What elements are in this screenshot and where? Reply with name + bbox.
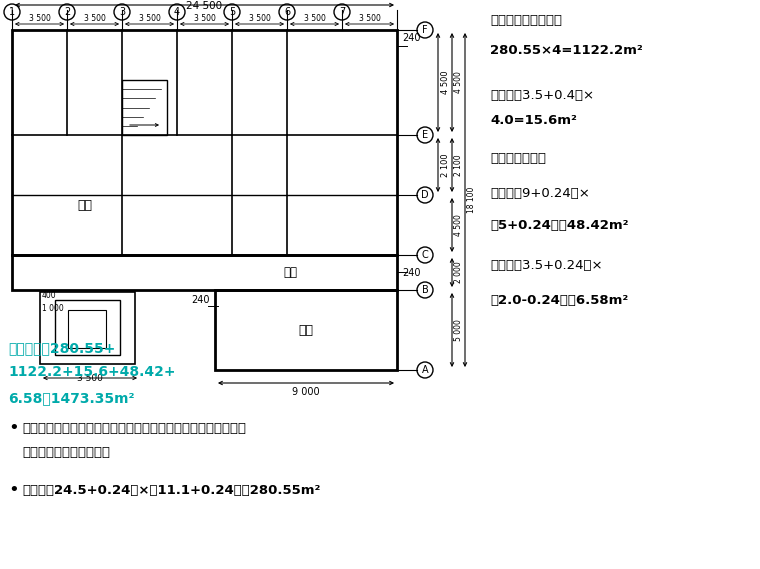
Text: 1 000: 1 000 (42, 303, 64, 312)
Text: 24 500: 24 500 (186, 1, 223, 11)
Text: 240: 240 (402, 268, 420, 278)
Text: 3 500: 3 500 (194, 14, 215, 23)
Text: 附楼: 附楼 (299, 324, 313, 336)
Text: 建面合计＝280.55+: 建面合计＝280.55+ (8, 341, 116, 355)
Text: 二～五层建筑面积＝: 二～五层建筑面积＝ (490, 14, 562, 27)
Text: B: B (422, 285, 429, 295)
Text: C: C (422, 250, 429, 260)
Text: 1122.2+15.6+48.42+: 1122.2+15.6+48.42+ (8, 365, 176, 379)
Text: （5+0.24）＝48.42m²: （5+0.24）＝48.42m² (490, 218, 629, 232)
Text: 240: 240 (402, 33, 420, 43)
Text: 砖混结构部分：: 砖混结构部分： (490, 151, 546, 164)
Text: 400: 400 (42, 291, 57, 299)
Text: 6: 6 (284, 7, 290, 17)
Text: 5: 5 (229, 7, 235, 17)
Text: 通廊＝（3.5+0.24）×: 通廊＝（3.5+0.24）× (490, 258, 603, 271)
Text: （2.0-0.24）＝6.58m²: （2.0-0.24）＝6.58m² (490, 294, 629, 307)
Text: 3 500: 3 500 (77, 374, 103, 383)
Text: •: • (8, 481, 19, 499)
Text: 9 000: 9 000 (292, 387, 320, 397)
Text: 3 500: 3 500 (138, 14, 160, 23)
Bar (12, 255, 397, 290)
Text: 18 100: 18 100 (467, 187, 476, 213)
Text: 4: 4 (174, 7, 180, 17)
Bar (40, 292, 135, 364)
Text: 240: 240 (192, 295, 210, 305)
Text: 解：因为主楼为框架结构、附楼为砖混结构，所以应分别计算建: 解：因为主楼为框架结构、附楼为砖混结构，所以应分别计算建 (22, 422, 246, 435)
Text: 2: 2 (64, 7, 70, 17)
Text: 2 100: 2 100 (454, 154, 463, 176)
Text: 通廊: 通廊 (283, 266, 297, 278)
Text: E: E (422, 130, 428, 140)
Text: 3: 3 (119, 7, 125, 17)
Text: 4 500: 4 500 (454, 214, 463, 236)
Text: •: • (8, 419, 19, 437)
Text: 6.58＝1473.35m²: 6.58＝1473.35m² (8, 391, 135, 405)
Text: F: F (423, 25, 428, 35)
Text: 1: 1 (9, 7, 15, 17)
Text: 3 500: 3 500 (249, 14, 271, 23)
Text: 2 000: 2 000 (454, 262, 463, 283)
Bar (68, 310, 106, 348)
Text: 雨蓬＝（3.5+0.4）×: 雨蓬＝（3.5+0.4）× (490, 89, 594, 101)
Text: 4.0=15.6m²: 4.0=15.6m² (490, 113, 577, 126)
Text: A: A (422, 365, 429, 375)
Text: 2 100: 2 100 (441, 153, 450, 177)
Bar (55, 300, 120, 355)
Text: 3 500: 3 500 (84, 14, 106, 23)
Text: 主楼: 主楼 (78, 199, 93, 212)
Text: 4 500: 4 500 (454, 72, 463, 93)
Text: 筑面积。框架结构部分：: 筑面积。框架结构部分： (22, 446, 110, 459)
Text: 3 500: 3 500 (359, 14, 381, 23)
Text: 3 500: 3 500 (303, 14, 325, 23)
Text: 3 500: 3 500 (29, 14, 50, 23)
Text: 附楼＝（9+0.24）×: 附楼＝（9+0.24）× (490, 187, 590, 200)
Text: 4 500: 4 500 (441, 71, 450, 94)
Text: 底层＝（24.5+0.24）×（11.1+0.24）＝280.55m²: 底层＝（24.5+0.24）×（11.1+0.24）＝280.55m² (22, 484, 321, 497)
Text: 280.55×4=1122.2m²: 280.55×4=1122.2m² (490, 43, 643, 56)
Text: 7: 7 (339, 7, 345, 17)
Bar (122, 80, 167, 135)
Bar (12, 30, 397, 255)
Text: 5 000: 5 000 (454, 319, 463, 341)
Bar (215, 290, 397, 370)
Text: D: D (421, 190, 429, 200)
